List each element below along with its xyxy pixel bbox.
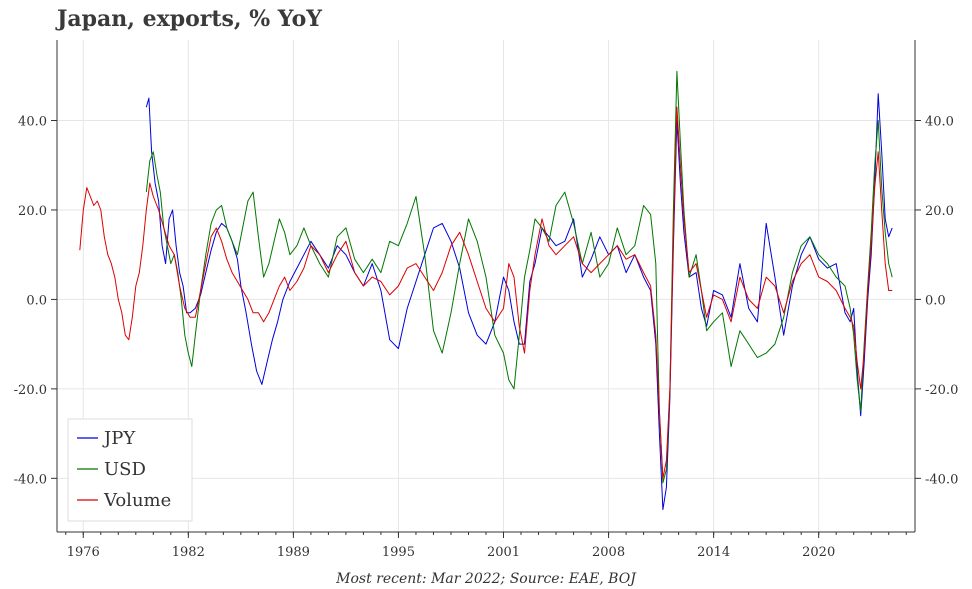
series-line-volume — [79, 106, 893, 479]
x-tick-label: 1976 — [67, 545, 100, 560]
series-line-usd — [145, 70, 893, 484]
x-tick-label: 2014 — [697, 545, 730, 560]
x-tick-label: 1989 — [277, 545, 310, 560]
y-tick-label-left: 20.0 — [18, 204, 47, 219]
y-tick-label-left: -20.0 — [14, 383, 47, 398]
series-line-jpy — [145, 93, 893, 511]
x-tick-label: 2020 — [802, 545, 835, 560]
y-tick-label-right: 0.0 — [925, 293, 946, 308]
source-caption: Most recent: Mar 2022; Source: EAE, BOJ — [335, 571, 637, 587]
x-tick-label: 1982 — [172, 545, 205, 560]
chart-title: Japan, exports, % YoY — [57, 6, 322, 32]
legend-label-usd: USD — [104, 459, 146, 480]
y-tick-label-left: -40.0 — [14, 472, 47, 487]
legend-label-volume: Volume — [103, 490, 171, 511]
x-tick-label: 2008 — [592, 545, 625, 560]
x-tick-label: 2001 — [487, 545, 520, 560]
legend: JPY USD Volume — [67, 418, 193, 522]
y-tick-label-right: -20.0 — [925, 383, 958, 398]
legend-box — [67, 418, 193, 522]
y-tick-label-left: 0.0 — [26, 293, 47, 308]
y-tick-label-right: 20.0 — [925, 204, 954, 219]
axes: 40.0 40.0 20.0 20.0 0.0 0.0 -20.0 -20.0 -40.0 -40… — [14, 40, 958, 560]
y-tick-label-right: 40.0 — [925, 115, 954, 130]
y-tick-label-right: -40.0 — [925, 472, 958, 487]
y-tick-label-left: 40.0 — [18, 115, 47, 130]
legend-label-jpy: JPY — [102, 428, 136, 449]
series-lines — [79, 70, 893, 511]
x-tick-label: 1995 — [382, 545, 415, 560]
